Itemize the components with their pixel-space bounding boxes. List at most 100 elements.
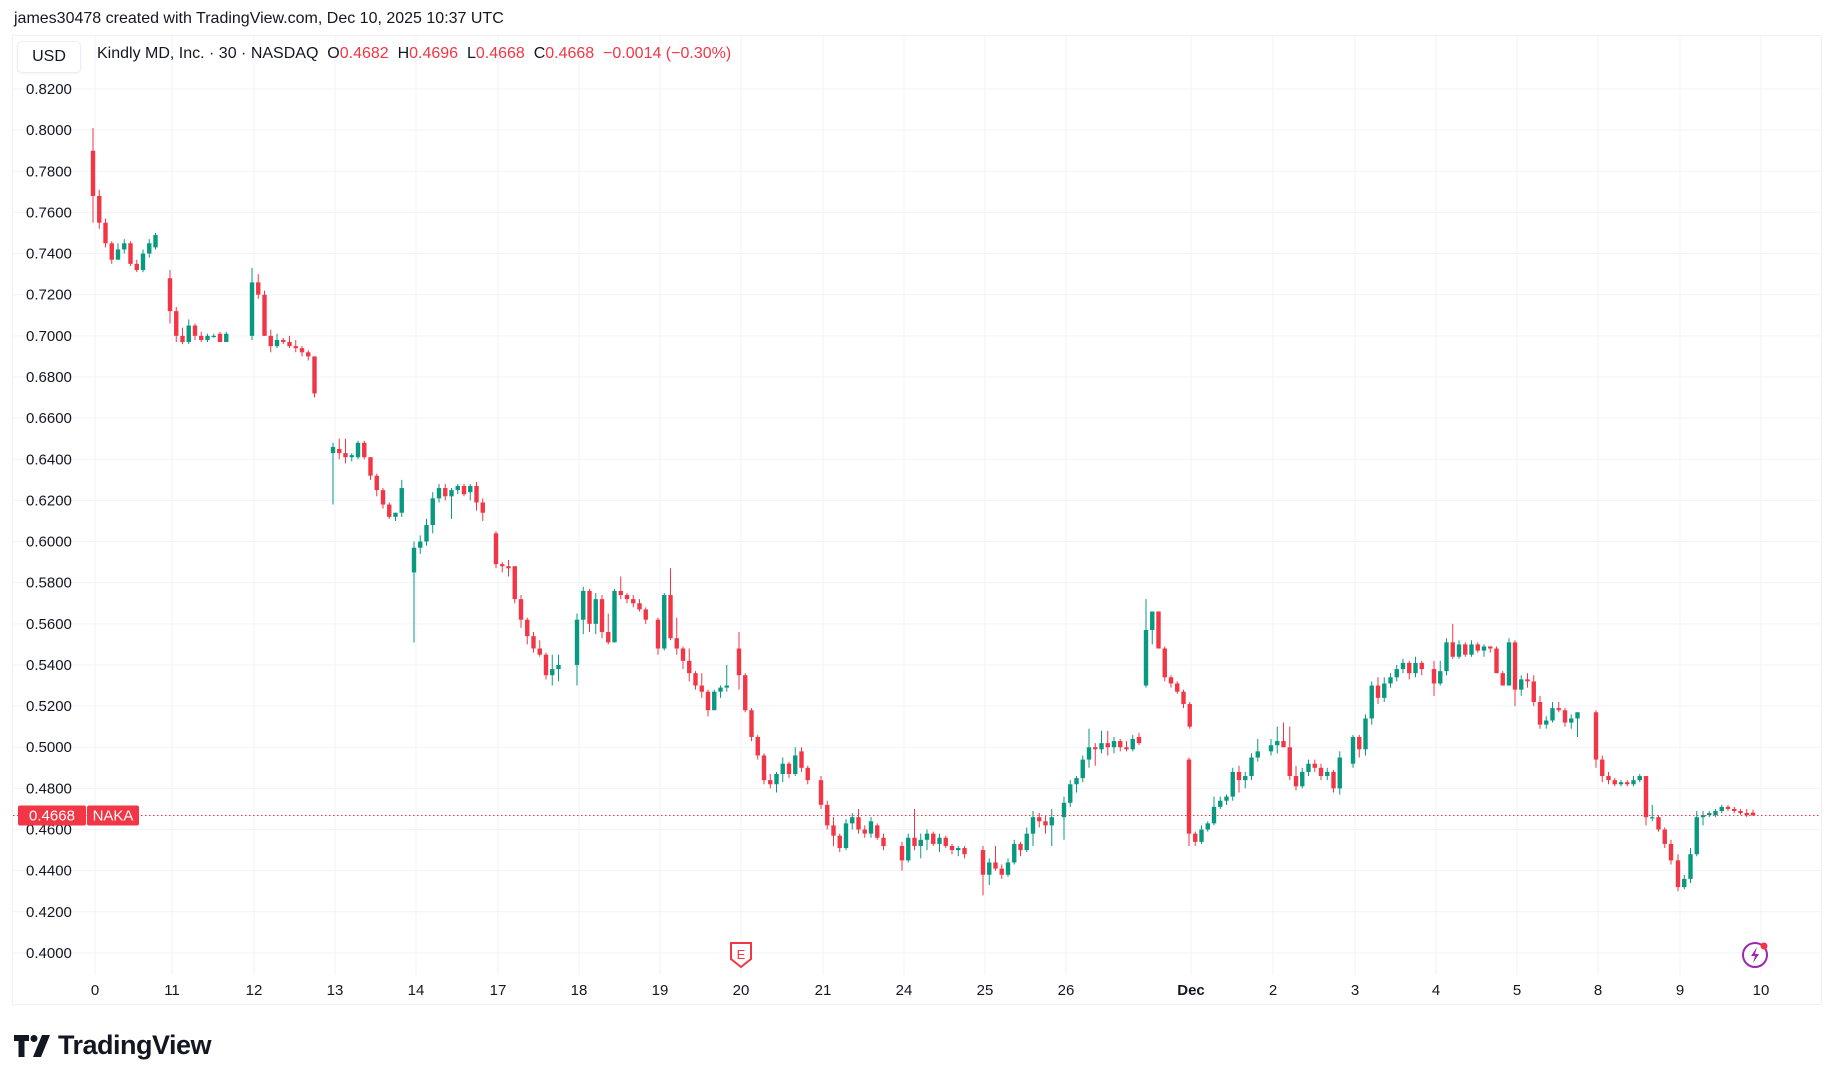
candle xyxy=(712,689,717,711)
candle xyxy=(167,270,173,324)
candle xyxy=(850,813,855,830)
candle xyxy=(593,592,598,635)
candle xyxy=(1130,734,1135,752)
candle-body xyxy=(128,243,133,264)
candle xyxy=(1086,728,1092,768)
candle-body xyxy=(1080,759,1085,779)
candle xyxy=(1694,811,1699,857)
change-value: −0.0014 (−0.30%) xyxy=(603,45,732,62)
candle-body xyxy=(1656,817,1661,830)
candle xyxy=(993,845,998,871)
candle xyxy=(424,518,429,546)
candle xyxy=(387,502,392,519)
candle xyxy=(1093,743,1098,766)
candles xyxy=(90,128,1756,896)
candle xyxy=(1700,811,1706,826)
candle-body xyxy=(1682,878,1687,888)
candle-body xyxy=(581,590,586,620)
candle xyxy=(699,673,704,698)
candle xyxy=(1230,767,1235,801)
earnings-marker-label: E xyxy=(737,947,746,962)
candle-body xyxy=(962,848,967,855)
candle xyxy=(1413,656,1418,678)
candle-body xyxy=(906,837,911,861)
candle xyxy=(1218,796,1223,809)
tradingview-logo[interactable]: TradingView xyxy=(14,1030,212,1061)
candle xyxy=(1293,765,1299,791)
candle-body xyxy=(1631,780,1636,785)
candle xyxy=(1193,831,1198,846)
price-axis: 0.8200 0.8000 0.7800 0.7600 0.7400 0.7200 0.70… xyxy=(26,81,72,962)
candle-body xyxy=(1143,629,1149,686)
candle-body xyxy=(668,595,673,639)
candle-body xyxy=(868,821,874,834)
candle xyxy=(1187,701,1192,729)
candle xyxy=(186,319,191,345)
candle xyxy=(606,613,611,645)
candle-body xyxy=(1130,739,1135,750)
candle xyxy=(153,232,158,250)
candle-body xyxy=(1744,813,1749,816)
candle-body xyxy=(337,448,342,454)
candle-body xyxy=(274,339,280,347)
time-tick-label: 8 xyxy=(1594,982,1602,999)
candle xyxy=(1400,658,1406,674)
time-tick-label: 14 xyxy=(408,982,425,999)
candle xyxy=(1318,763,1324,781)
candle-body xyxy=(249,282,255,336)
candle-body xyxy=(1030,817,1036,834)
candle xyxy=(755,734,760,760)
candle-body xyxy=(1300,771,1305,787)
candle-body xyxy=(980,850,986,875)
candle xyxy=(192,323,198,340)
candle-body xyxy=(122,243,127,250)
candle xyxy=(122,239,127,254)
candle xyxy=(949,843,955,855)
candle xyxy=(1438,660,1443,686)
candle xyxy=(180,327,185,345)
candle xyxy=(1255,739,1260,762)
candle-body xyxy=(343,453,348,458)
candle xyxy=(1150,611,1155,645)
candle xyxy=(1186,757,1192,846)
candle-body xyxy=(1438,671,1443,684)
candle xyxy=(256,274,261,299)
candle-body xyxy=(399,488,404,513)
candle xyxy=(1550,701,1555,723)
candle-body xyxy=(180,335,185,343)
candle-body xyxy=(1043,821,1048,826)
candle xyxy=(293,339,298,353)
candle xyxy=(1156,611,1161,649)
candle xyxy=(1637,773,1642,783)
price-tick-label: 0.6800 xyxy=(26,369,72,386)
candle-body xyxy=(262,294,267,336)
candle xyxy=(1118,739,1123,752)
lightning-event-icon[interactable] xyxy=(1742,942,1768,968)
candle-body xyxy=(374,475,379,491)
candle-body xyxy=(115,249,121,260)
candle xyxy=(643,607,648,624)
candle xyxy=(680,646,686,670)
candle-body xyxy=(1312,763,1317,768)
candle xyxy=(1005,858,1011,877)
earnings-e-icon[interactable]: E xyxy=(730,942,752,969)
candle xyxy=(174,307,179,343)
currency-button[interactable]: USD xyxy=(17,41,81,73)
candle xyxy=(1312,759,1317,772)
candle-body xyxy=(924,833,930,840)
candle xyxy=(1181,689,1186,709)
price-tick-label: 0.4200 xyxy=(26,904,72,921)
candle xyxy=(1030,811,1036,846)
event-notification-dot xyxy=(1760,942,1768,950)
candle xyxy=(724,664,729,692)
candle xyxy=(97,189,102,229)
candle xyxy=(1600,755,1605,783)
candle-body xyxy=(556,664,561,670)
candle xyxy=(1136,732,1142,746)
candle-body xyxy=(474,486,479,503)
candle-body xyxy=(761,755,767,781)
candle-body xyxy=(1249,757,1254,777)
candle xyxy=(525,617,530,645)
last-price-value: 0.4668 xyxy=(29,808,75,825)
